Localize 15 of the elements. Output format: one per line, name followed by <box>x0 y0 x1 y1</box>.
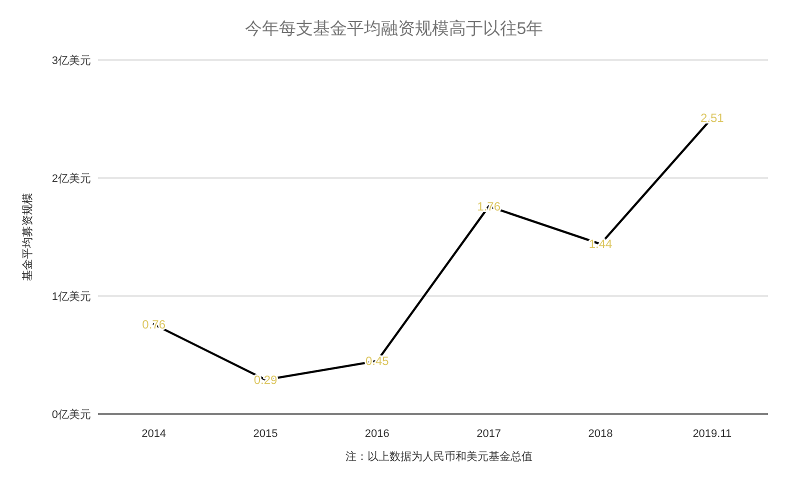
y-tick-label: 2亿美元 <box>52 172 91 185</box>
y-tick-label: 1亿美元 <box>52 290 91 303</box>
x-tick-label: 2018 <box>588 428 613 440</box>
y-tick-label: 3亿美元 <box>52 54 91 67</box>
title: 今年每支基金平均融资规模高于以往5年 <box>244 19 544 38</box>
x-tick-label: 2014 <box>142 428 166 440</box>
x-tick-label: 2017 <box>476 428 502 440</box>
x-tick-label: 2016 <box>364 428 390 440</box>
x-tick-label: 2019.11 <box>692 428 732 440</box>
y-tick-label: 0亿美元 <box>52 408 91 421</box>
data-label: 2.51 <box>700 110 724 125</box>
data-label: 0.76 <box>142 317 166 332</box>
y-axis-title: 基金平均募资规模 <box>21 193 34 281</box>
x-tick-label: 2015 <box>253 428 278 440</box>
annotation: 注：以上数据为人民币和美元基金总值 <box>346 451 532 463</box>
